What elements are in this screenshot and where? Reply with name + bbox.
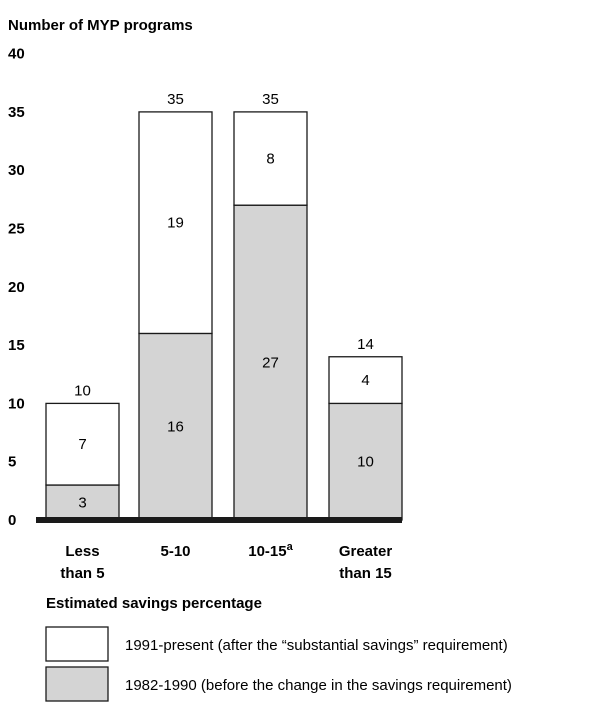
y-tick-label: 25: [8, 221, 25, 238]
x-tick-label: Greater: [339, 543, 393, 560]
x-tick-label-text: Greater: [339, 543, 393, 560]
bar-segment-value: 4: [361, 372, 369, 389]
y-tick-label: 35: [8, 104, 25, 121]
bar-total-label: 35: [167, 91, 184, 108]
x-tick-label-text: Less: [65, 543, 99, 560]
x-axis-title: Estimated savings percentage: [46, 595, 262, 612]
y-tick-label: 15: [8, 337, 25, 354]
x-tick-label-text: 5-10: [160, 543, 190, 560]
bar-segment-value: 8: [266, 151, 274, 168]
bar-segment-value: 3: [78, 495, 86, 512]
x-axis-baseline: [36, 517, 402, 523]
x-tick-label: Less: [65, 543, 99, 560]
legend-swatch: [46, 627, 108, 661]
bar-segment-value: 16: [167, 419, 184, 436]
bar-segment-value: 10: [357, 454, 374, 471]
x-tick-label: 5-10: [160, 543, 190, 560]
y-tick-label: 0: [8, 512, 16, 529]
y-tick-label: 20: [8, 279, 25, 296]
bar-segment-value: 19: [167, 215, 184, 232]
bar-segment-value: 7: [78, 436, 86, 453]
y-axis-title: Number of MYP programs: [8, 17, 193, 34]
bar-total-label: 14: [357, 336, 374, 353]
y-tick-label: 30: [8, 162, 25, 179]
legend: 1991-present (after the “substantial sav…: [46, 627, 512, 701]
legend-swatch: [46, 667, 108, 701]
bar-total-label: 10: [74, 382, 91, 399]
y-tick-label: 10: [8, 395, 25, 412]
legend-label: 1991-present (after the “substantial sav…: [125, 637, 508, 654]
x-tick-label-line2: than 5: [60, 565, 104, 582]
bar-total-label: 35: [262, 91, 279, 108]
y-tick-label: 5: [8, 454, 16, 471]
x-axis-ticks: Less than 5 5-10 10-15a Greater than 15: [60, 541, 392, 582]
bars: 3 7 10 16 19 35 27 8 35 10 4 14: [46, 91, 402, 520]
x-tick-footnote: a: [287, 541, 294, 553]
x-tick-label-text: 10-15: [248, 543, 286, 560]
x-tick-label-line2: than 15: [339, 565, 392, 582]
legend-label: 1982-1990 (before the change in the savi…: [125, 677, 512, 694]
y-axis-ticks: 0 5 10 15 20 25 30 35 40: [8, 46, 25, 529]
x-tick-label: 10-15a: [248, 541, 293, 560]
bar-segment-value: 27: [262, 355, 279, 372]
y-tick-label: 40: [8, 46, 25, 63]
